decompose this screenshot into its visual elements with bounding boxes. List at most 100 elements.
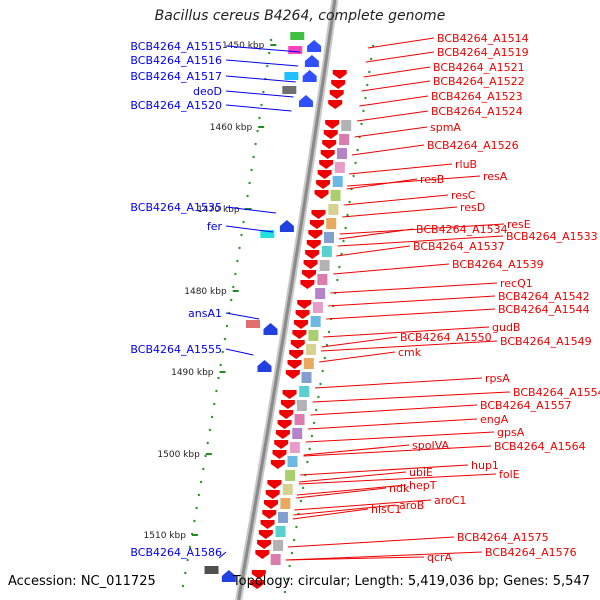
minus-strand-gene [289,350,304,359]
minus-strand-gene [305,250,320,259]
left-gene-label: BCB4264_A1517 [130,70,222,83]
guide-dot [197,493,201,497]
minus-strand-gene [270,460,285,469]
minus-strand-gene [329,90,344,99]
right-gene-label: gpsA [497,426,525,439]
guide-dot [323,356,326,360]
guide-dot [364,96,367,100]
guide-dot [269,38,273,42]
guide-dot [186,558,189,562]
right-gene-label: gudB [492,321,520,334]
left-gene-label: BCB4264_A1516 [130,54,222,67]
gene-block [270,554,281,565]
right-leader-line [312,391,511,403]
right-leader-line [321,336,398,348]
guide-dot [315,408,318,412]
gene-block [341,120,352,131]
minus-strand-gene [250,580,265,589]
right-gene-label: BCB4264_A1514 [437,32,529,45]
right-leader-line [310,404,478,416]
gene-block [308,330,319,341]
right-leader-line [303,445,492,457]
gene-block [296,400,307,411]
minus-strand-gene [320,150,335,159]
minus-strand-gene [331,80,346,89]
right-gene-label: BCB4264_A1521 [433,61,525,74]
guide-dot [295,525,298,529]
guide-dot [292,538,296,542]
guide-dot [356,148,359,152]
ruler-label: 1450 kbp [222,41,265,51]
right-gene-label: BCB4264_A1542 [498,290,590,303]
minus-strand-gene [265,490,280,499]
gene-block [321,246,332,257]
right-gene-label: BCB4264_A1554 [513,386,600,399]
minus-strand-gene [290,340,305,349]
minus-strand-gene [314,190,329,199]
minus-strand-gene [316,180,331,189]
right-gene-label: BCB4264_A1534 [416,223,508,236]
gene-block [246,320,260,328]
guide-dot [354,161,357,165]
gene-block [273,540,284,551]
guide-dot [262,90,265,94]
right-leader-line [293,504,397,516]
right-leader-line [361,80,431,92]
guide-dot [268,51,271,55]
right-leader-line [339,223,505,235]
guide-dot [301,486,305,490]
right-leader-line [365,51,435,63]
right-leader-line [359,95,429,107]
right-gene-label: resD [460,201,485,214]
guide-dot [238,246,241,250]
gene-block [326,218,337,229]
right-leader-line [292,508,369,520]
guide-dot [221,350,224,354]
guide-dot [199,480,203,484]
right-leader-line [367,37,435,49]
right-leader-line [363,66,431,78]
gene-track [204,32,352,589]
minus-strand-gene [279,410,294,419]
minus-strand-gene [317,170,332,179]
guide-dot [242,220,245,224]
minus-strand-gene [319,160,334,169]
left-gene-label: BCB4264_A1520 [130,99,222,112]
left-leader-line [225,75,296,83]
right-leader-line [285,551,483,561]
guide-dot [266,64,269,68]
guide-dot [181,584,185,588]
gene-block [315,288,326,299]
right-leader-line [330,282,498,294]
gene-block [288,46,303,54]
right-leader-line [287,536,455,548]
right-leader-line [294,499,432,511]
guide-dot [290,551,294,555]
right-leader-line [323,326,490,338]
left-leader-line [225,348,254,356]
gene-block [204,566,219,574]
guide-dot [340,252,343,256]
minus-strand-gene [287,360,302,369]
accession-text: Accession: NC_011725 [8,574,156,589]
right-gene-label: rluB [455,158,477,171]
right-gene-label: resB [420,173,444,186]
left-gene-label: deoD [193,85,222,98]
gene-block [301,372,312,383]
guide-dot [232,285,235,289]
guide-dot [254,142,257,146]
guide-dot [321,369,324,373]
guide-dot [338,265,341,269]
guide-dot [202,467,205,471]
ruler-label: 1480 kbp [184,287,227,297]
right-leader-line [338,228,414,240]
plus-strand-gene [279,220,294,232]
minus-strand-gene [309,220,324,229]
gene-block [282,484,293,495]
right-gene-label: BCB4264_A1557 [480,399,572,412]
guide-dot [234,272,237,276]
right-gene-label: ndk [389,482,410,495]
guide-dot [370,57,373,61]
gene-block [330,190,341,201]
